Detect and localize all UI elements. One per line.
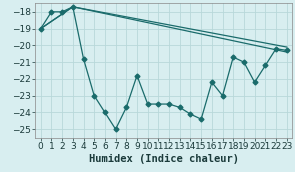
X-axis label: Humidex (Indice chaleur): Humidex (Indice chaleur) <box>89 154 239 164</box>
